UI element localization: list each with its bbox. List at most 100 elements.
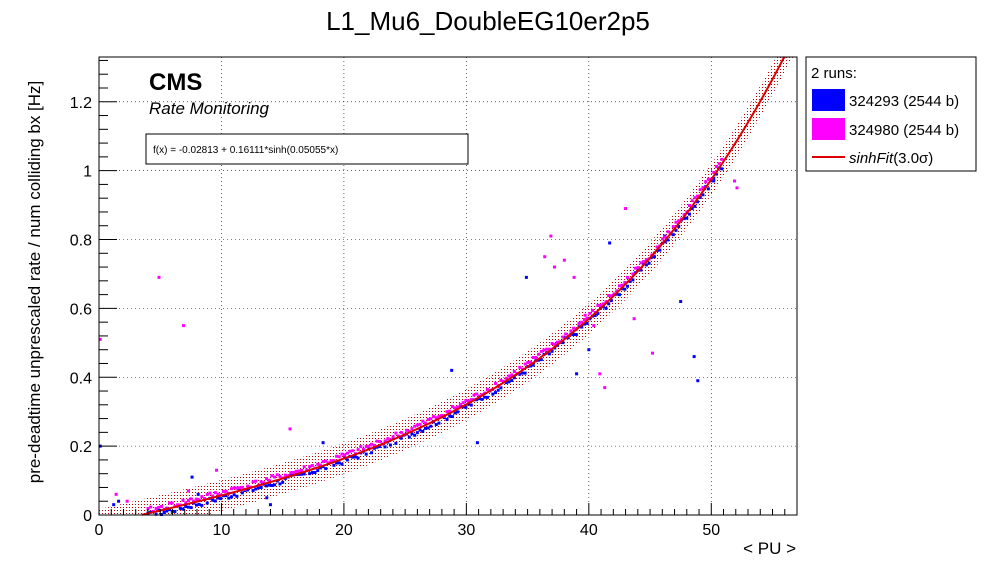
data-point <box>698 188 702 192</box>
data-point <box>453 406 457 410</box>
data-point <box>467 399 471 403</box>
data-point <box>192 499 196 503</box>
data-point <box>240 485 244 489</box>
data-point <box>531 356 535 360</box>
legend-label-324980: 324980 (2544 b) <box>849 122 959 139</box>
data-point <box>353 455 357 459</box>
data-point <box>596 311 600 315</box>
data-point <box>310 471 314 475</box>
data-point <box>410 427 414 431</box>
data-point <box>383 439 387 443</box>
data-point <box>639 261 643 265</box>
data-point <box>372 446 376 450</box>
fit-formula-text: f(x) = -0.02813 + 0.16111*sinh(0.05055*x… <box>153 145 338 156</box>
data-point <box>690 207 694 211</box>
data-point <box>572 333 576 337</box>
data-point <box>453 411 457 415</box>
data-point <box>483 395 487 399</box>
legend-label-fit-sigma: (3.0σ) <box>893 150 933 167</box>
data-point <box>267 483 271 487</box>
data-point <box>386 437 390 441</box>
fit-band-area <box>99 57 797 515</box>
outlier-point <box>321 441 325 445</box>
data-point <box>445 410 449 414</box>
y-axis-label: pre-deadtime unprescaled rate / num coll… <box>25 81 44 484</box>
data-point <box>321 460 325 464</box>
data-point <box>375 439 379 443</box>
data-point <box>316 462 320 466</box>
outlier-point <box>475 441 479 445</box>
data-point <box>332 463 336 467</box>
legend-header: 2 runs: <box>811 65 857 82</box>
data-point <box>297 469 301 473</box>
data-point <box>564 332 568 336</box>
data-point <box>229 487 233 491</box>
data-point <box>224 489 228 493</box>
y-tick-label: 0.6 <box>70 301 92 318</box>
chart-title: L1_Mu6_DoubleEG10er2p5 <box>326 6 650 36</box>
y-tick-label: 0 <box>83 508 92 525</box>
outlier-point <box>712 179 716 183</box>
data-point <box>696 200 700 204</box>
data-point <box>674 228 678 232</box>
data-point <box>494 391 498 395</box>
data-point <box>623 280 627 284</box>
data-point <box>520 371 524 375</box>
data-point <box>329 459 333 463</box>
data-point <box>397 434 401 438</box>
data-point <box>405 428 409 432</box>
outlier-point <box>125 499 129 503</box>
data-point <box>186 498 190 502</box>
outlier-point <box>196 492 200 496</box>
data-point <box>472 393 476 397</box>
data-point <box>410 432 414 436</box>
outlier-point <box>288 427 292 431</box>
data-point <box>413 424 417 428</box>
outlier-point <box>268 503 272 507</box>
data-point <box>607 294 611 298</box>
data-point <box>499 386 503 390</box>
data-point <box>189 497 193 501</box>
data-point <box>378 444 382 448</box>
data-point <box>240 491 244 495</box>
outlier-point <box>112 503 116 507</box>
data-point <box>254 487 258 491</box>
data-point <box>496 388 500 392</box>
data-point <box>291 470 295 474</box>
data-point <box>720 167 724 171</box>
outlier-point <box>265 496 269 500</box>
data-point <box>270 483 274 487</box>
x-tick-label: 0 <box>95 522 104 539</box>
x-tick-label: 20 <box>335 522 353 539</box>
data-point <box>205 493 209 497</box>
data-point <box>623 287 627 291</box>
x-tick-label: 40 <box>580 522 598 539</box>
data-point <box>601 302 605 306</box>
data-point <box>205 501 209 505</box>
data-point <box>712 177 716 181</box>
data-point <box>617 293 621 297</box>
data-point <box>265 477 269 481</box>
data-point <box>693 204 697 208</box>
data-point <box>682 217 686 221</box>
data-point <box>168 508 172 512</box>
data-point <box>149 505 153 509</box>
data-point <box>232 486 236 490</box>
data-point <box>720 157 724 161</box>
data-point <box>626 275 630 279</box>
data-point <box>324 459 328 463</box>
data-point <box>469 398 473 402</box>
data-point <box>647 261 651 265</box>
data-point <box>324 467 328 471</box>
data-point <box>687 204 691 208</box>
data-point <box>450 405 454 409</box>
data-point <box>550 349 554 353</box>
data-point <box>178 506 182 510</box>
data-point <box>456 410 460 414</box>
data-point <box>674 220 678 224</box>
data-point <box>423 426 427 430</box>
data-point <box>704 180 708 184</box>
data-point <box>547 352 551 356</box>
data-point <box>340 452 344 456</box>
